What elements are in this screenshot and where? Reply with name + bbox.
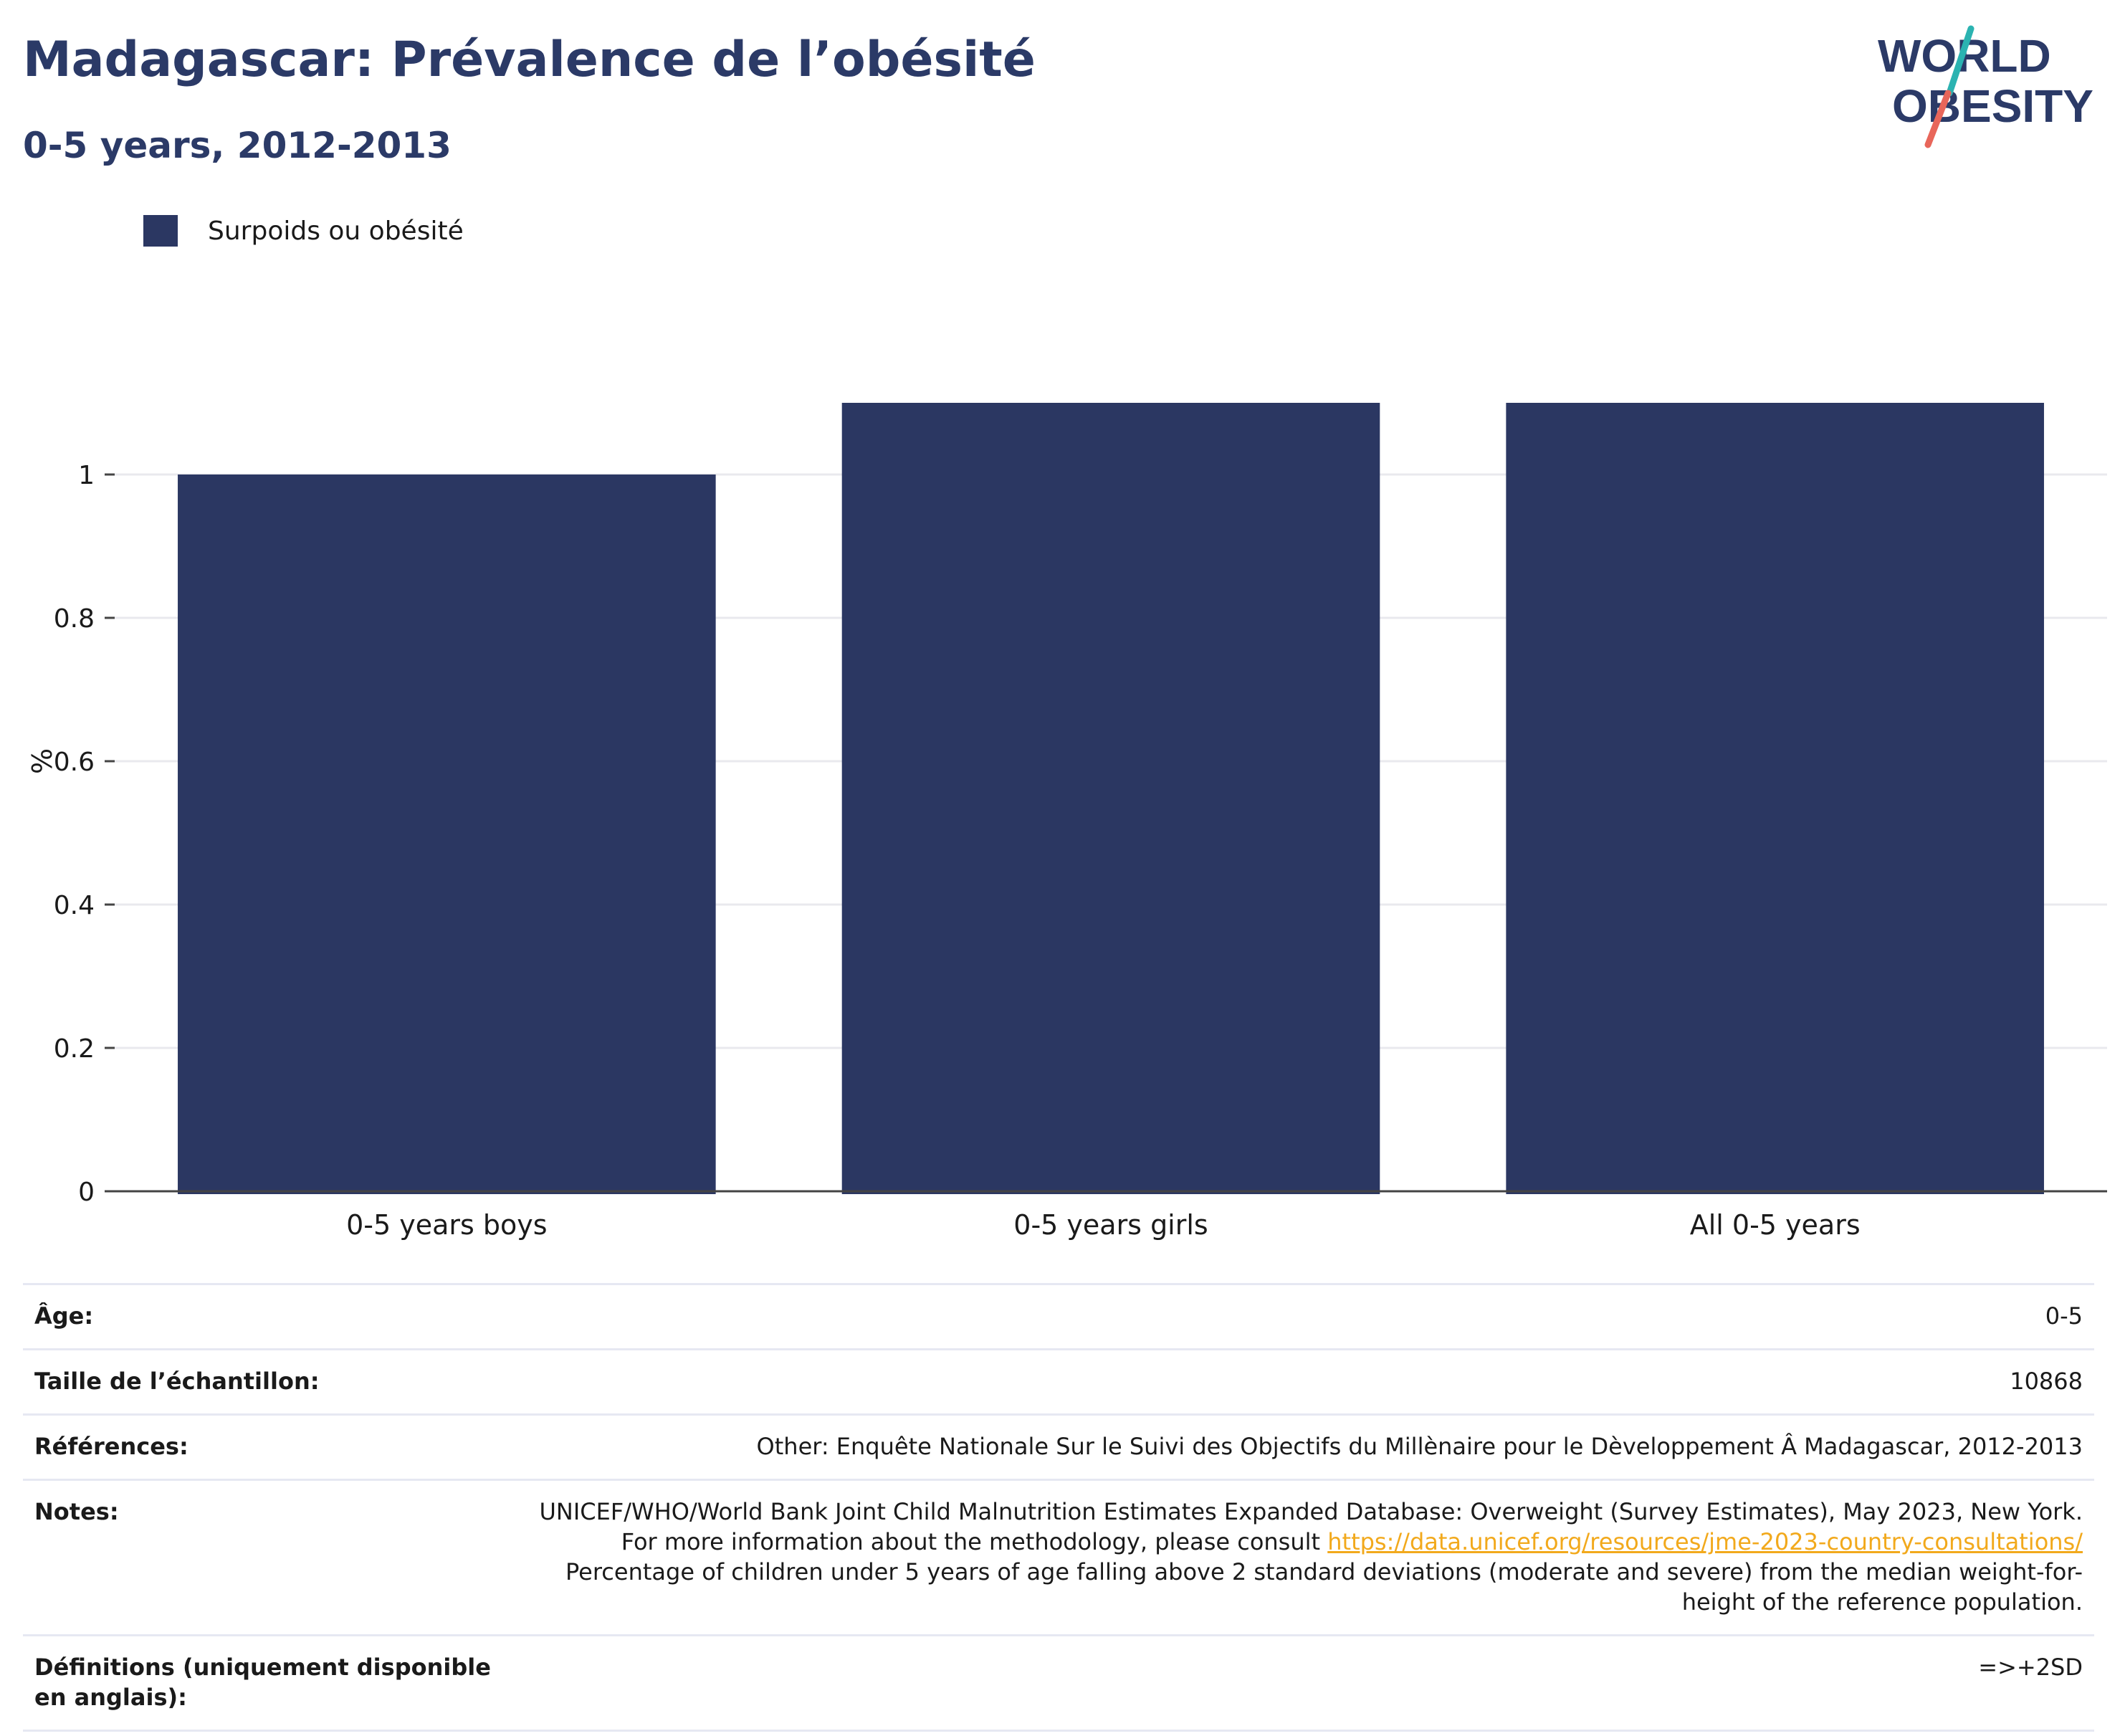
bar[interactable] [178,474,716,1194]
meta-label-references: Références: [34,1433,188,1460]
logo-slash-bottom [1924,90,1952,148]
meta-value-definitions: =>+2SD [1978,1654,2083,1681]
x-axis-ticks: 0-5 years boys 0-5 years girls All 0-5 yea… [346,1209,1861,1241]
notes-text-1: UNICEF/WHO/World Bank Joint Child Malnut… [539,1498,2083,1555]
bar-chart: 0 0.2 0.4 0.6 0.8 1 0-5 years boys 0-5 years g… [27,403,2107,1241]
y-axis-ticks: 0 0.2 0.4 0.6 0.8 1 [54,461,115,1207]
y-axis-label: % [27,748,58,774]
meta-value-references: Other: Enquête Nationale Sur le Suivi de… [756,1433,2083,1460]
world-obesity-logo: WORLD OBESITY [1878,25,2093,148]
x-tick-label: 0-5 years boys [346,1209,547,1241]
y-tick-label: 0.6 [54,748,95,777]
meta-label-notes: Notes: [34,1498,119,1525]
page-title: Madagascar: Prévalence de l’obésité [23,32,1036,88]
meta-label-sample: Taille de l’échantillon: [34,1368,320,1395]
meta-value-sample: 10868 [2010,1368,2083,1395]
y-tick-label: 1 [78,461,95,490]
meta-row-definitions: Définitions (uniquement disponible en an… [23,1634,2094,1732]
meta-value-age: 0-5 [2045,1302,2083,1330]
logo-word-obesity: OBESITY [1892,80,2093,132]
legend-swatch [143,215,178,247]
meta-row-sample: Taille de l’échantillon: 10868 [23,1348,2094,1413]
x-tick-label: 0-5 years girls [1013,1209,1208,1241]
notes-text-2: Percentage of children under 5 years of … [565,1558,2083,1616]
legend-label: Surpoids ou obésité [208,216,464,246]
meta-label-definitions: Définitions (uniquement disponible en an… [34,1654,491,1711]
chart-legend[interactable]: Surpoids ou obésité [143,215,464,247]
y-tick-label: 0.2 [54,1034,95,1064]
metadata-table: Âge: 0-5 Taille de l’échantillon: 10868 … [23,1283,2094,1732]
logo-slash-top [1946,25,1975,97]
x-tick-label: All 0-5 years [1690,1209,1861,1241]
meta-value-notes: UNICEF/WHO/World Bank Joint Child Malnut… [507,1497,2083,1617]
y-tick-label: 0.4 [54,891,95,920]
meta-row-age: Âge: 0-5 [23,1283,2094,1348]
meta-label-age: Âge: [34,1302,94,1330]
bars [178,403,2044,1194]
page-subtitle: 0-5 years, 2012-2013 [23,125,452,166]
bar[interactable] [1506,403,2044,1194]
y-tick-label: 0 [78,1178,95,1207]
notes-link[interactable]: https://data.unicef.org/resources/jme-20… [1327,1528,2083,1555]
bar[interactable] [841,403,1380,1194]
meta-row-references: Références: Other: Enquête Nationale Sur… [23,1413,2094,1479]
y-tick-label: 0.8 [54,604,95,634]
meta-row-notes: Notes: UNICEF/WHO/World Bank Joint Child… [23,1479,2094,1634]
